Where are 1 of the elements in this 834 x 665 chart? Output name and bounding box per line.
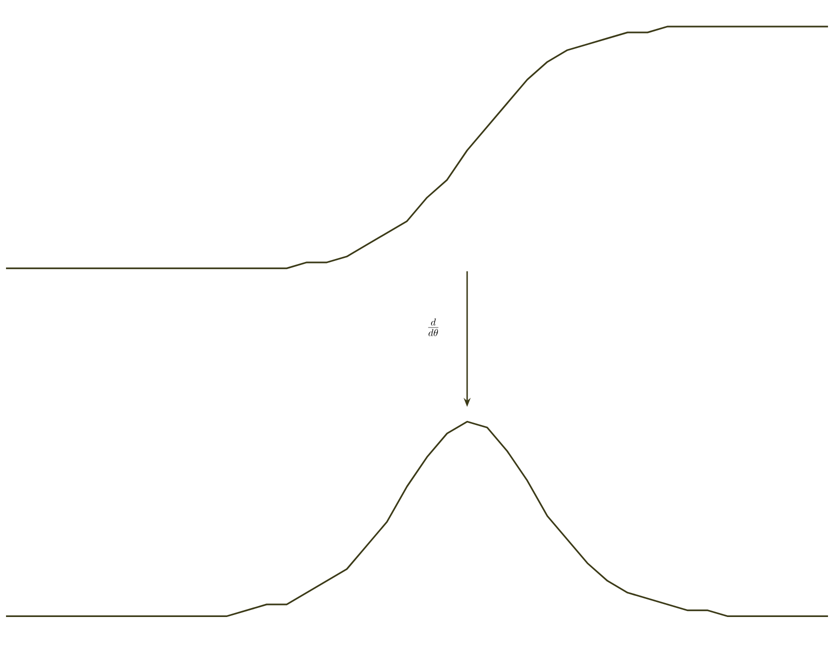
annotation: $\frac{d}{d\theta}$: [428, 318, 438, 336]
